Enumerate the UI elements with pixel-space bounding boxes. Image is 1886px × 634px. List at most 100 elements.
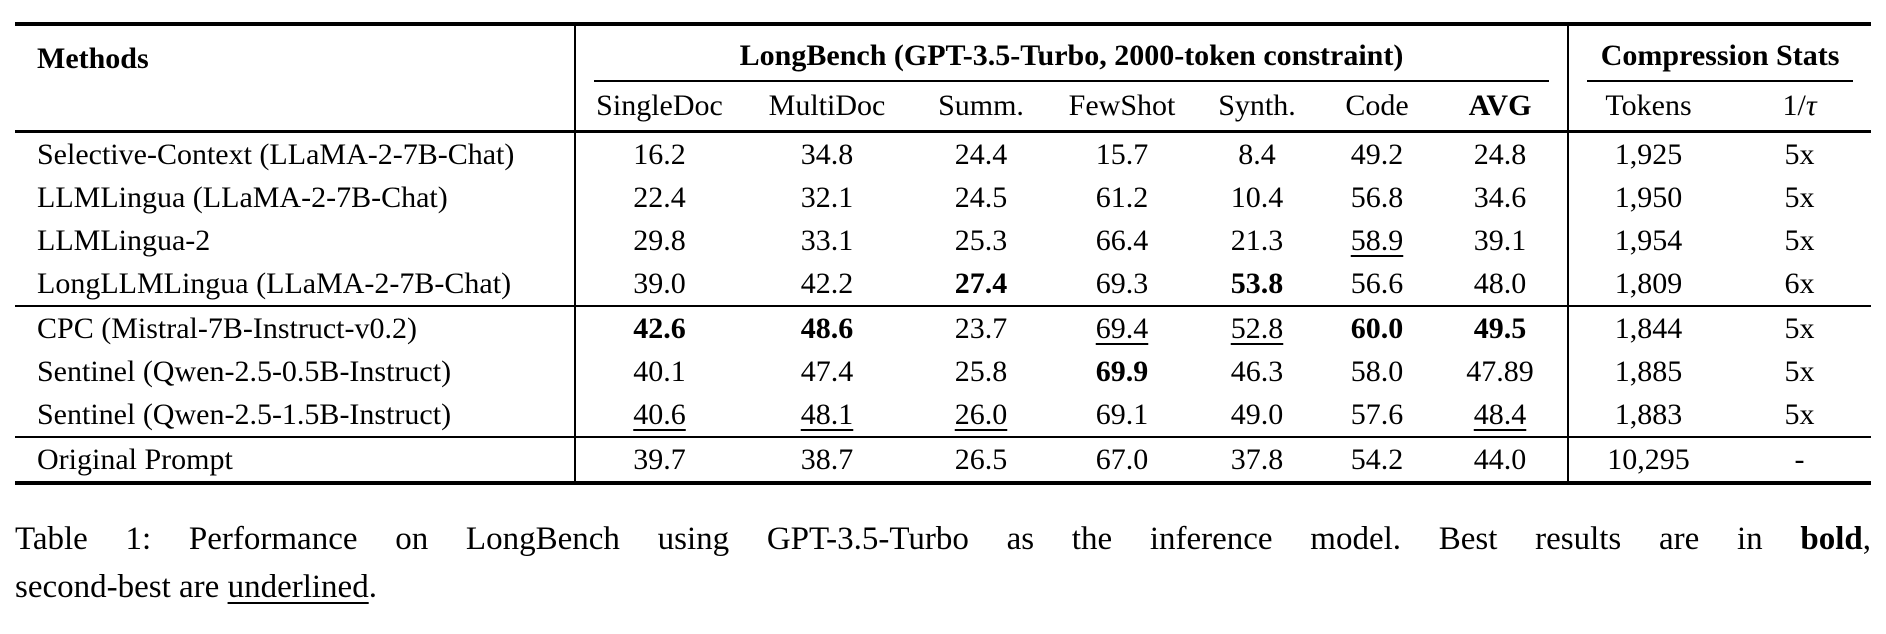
- method-cell: Sentinel (Qwen-2.5-1.5B-Instruct): [37, 397, 452, 431]
- cell-value: 23.7: [954, 311, 1008, 345]
- value-cell: 69.3: [1051, 262, 1193, 306]
- cell-value: 42.6: [633, 311, 686, 345]
- table-row: Sentinel (Qwen-2.5-1.5B-Instruct) 40.6 48.…: [15, 393, 1871, 437]
- caption-line-2: second-best are underlined.: [15, 565, 1871, 611]
- cell-value: 24.4: [954, 137, 1008, 171]
- cell-value: 8.4: [1238, 137, 1276, 171]
- cell-value: 1,883: [1614, 397, 1683, 431]
- cell-value: 47.89: [1466, 354, 1534, 388]
- value-cell: 1,809: [1567, 262, 1729, 306]
- cell-value: 22.4: [633, 180, 686, 214]
- value-cell: 33.1: [743, 219, 911, 262]
- cell-value: 34.8: [800, 137, 854, 171]
- cell-value: 40.6: [633, 397, 686, 431]
- caption-line-1: Table 1: Performance on LongBench using …: [15, 517, 1871, 563]
- cell-value: 10,295: [1607, 442, 1690, 476]
- value-cell: 39.7: [574, 436, 743, 483]
- value-cell: 48.1: [743, 393, 911, 437]
- cell-value: 48.4: [1473, 397, 1527, 431]
- table-row: Original Prompt 39.7 38.7 26.5 67.0 37.8 54.2 4…: [15, 436, 1872, 483]
- cell-value: 66.4: [1095, 223, 1149, 257]
- col-header-avg: AVG: [1433, 82, 1569, 133]
- cell-value: 69.1: [1095, 397, 1149, 431]
- cell-value: 58.0: [1350, 354, 1404, 388]
- cell-value: 61.2: [1095, 180, 1149, 214]
- cell-value: 25.8: [954, 354, 1008, 388]
- col-header-summ: Summ.: [911, 82, 1051, 133]
- value-cell: 5x: [1728, 350, 1871, 393]
- cell-value: 25.3: [954, 223, 1008, 257]
- cell-value: 60.0: [1350, 311, 1404, 345]
- cell-value: 1,809: [1614, 266, 1683, 300]
- cell-value: 1,950: [1614, 180, 1683, 214]
- cell-value: 5x: [1784, 137, 1815, 171]
- method-cell: LLMLingua-2: [37, 223, 211, 257]
- cell-value: 38.7: [800, 442, 854, 476]
- method-cell: Original Prompt: [15, 436, 575, 483]
- group-header-row: Methods LongBench (GPT-3.5-Turbo, 2000-t…: [15, 24, 1872, 133]
- cell-value: 56.8: [1350, 180, 1404, 214]
- value-cell: 10,295: [1567, 436, 1729, 483]
- value-cell: 47.4: [743, 350, 911, 393]
- value-cell: 46.3: [1193, 350, 1321, 393]
- cell-value: 21.3: [1230, 223, 1284, 257]
- cell-value: 15.7: [1095, 137, 1149, 171]
- table-caption: Table 1: Performance on LongBench using …: [15, 517, 1871, 610]
- cell-value: 46.3: [1230, 354, 1284, 388]
- cell-value: 29.8: [633, 223, 686, 257]
- cell-value: 69.3: [1095, 266, 1149, 300]
- value-cell: 66.4: [1051, 219, 1193, 262]
- cell-value: 53.8: [1230, 266, 1284, 300]
- cell-value: 56.6: [1350, 266, 1404, 300]
- value-cell: 48.4: [1433, 393, 1568, 437]
- cell-value: 24.5: [954, 180, 1008, 214]
- value-cell: 5x: [1728, 393, 1871, 437]
- value-cell: 44.0: [1433, 436, 1569, 483]
- cell-value: 49.2: [1350, 137, 1404, 171]
- value-cell: 1,885: [1567, 350, 1729, 393]
- col-header-multidoc: MultiDoc: [743, 82, 911, 133]
- value-cell: 22.4: [574, 176, 743, 219]
- table-row: LongLLMLingua (LLaMA-2-7B-Chat) 39.0 42.2 2…: [15, 262, 1871, 306]
- value-cell: 1,844: [1567, 305, 1729, 350]
- method-cell: Selective-Context (LLaMA-2-7B-Chat): [37, 137, 515, 171]
- cell-value: 39.1: [1473, 223, 1527, 257]
- cell-value: 5x: [1784, 354, 1815, 388]
- cell-value: 1,844: [1614, 311, 1683, 345]
- value-cell: 38.7: [743, 436, 911, 483]
- value-cell: 39.1: [1433, 219, 1568, 262]
- cell-value: 34.6: [1473, 180, 1527, 214]
- cell-value: 5x: [1784, 311, 1815, 345]
- cell-value: 5x: [1784, 397, 1815, 431]
- compression-group-label: Compression Stats: [1587, 29, 1854, 82]
- cell-value: 48.1: [800, 397, 854, 431]
- value-cell: 40.6: [574, 393, 743, 437]
- cell-value: 57.6: [1350, 397, 1404, 431]
- value-cell: 34.8: [743, 132, 911, 177]
- table-row: Selective-Context (LLaMA-2-7B-Chat) 16.2 3…: [15, 131, 1871, 177]
- longbench-group-label: LongBench (GPT-3.5-Turbo, 2000-token con…: [594, 29, 1550, 82]
- cell-value: 26.0: [954, 397, 1008, 431]
- value-cell: 25.3: [911, 219, 1051, 262]
- col-header-tokens: Tokens: [1567, 82, 1729, 133]
- caption-text: ,: [1862, 521, 1871, 557]
- longbench-group-header: LongBench (GPT-3.5-Turbo, 2000-token con…: [573, 24, 1569, 82]
- value-cell: 5x: [1728, 176, 1871, 219]
- value-cell: 56.8: [1321, 176, 1433, 219]
- col-header-fewshot: FewShot: [1051, 82, 1193, 133]
- value-cell: 48.0: [1433, 262, 1568, 306]
- caption-text: second-best are: [15, 568, 228, 605]
- value-cell: 1,950: [1567, 176, 1729, 219]
- value-cell: 25.8: [911, 350, 1051, 393]
- cell-value: 1,925: [1614, 137, 1683, 171]
- value-cell: 42.6: [574, 305, 743, 350]
- value-cell: 49.0: [1193, 393, 1321, 437]
- value-cell: 53.8: [1193, 262, 1321, 306]
- table-row: LLMLingua (LLaMA-2-7B-Chat) 22.4 32.1 24.5 6…: [15, 176, 1871, 219]
- value-cell: 57.6: [1321, 393, 1433, 437]
- value-cell: 16.2: [574, 131, 743, 176]
- value-cell: 54.2: [1321, 436, 1433, 483]
- value-cell: 48.6: [743, 305, 911, 350]
- cell-value: 37.8: [1230, 442, 1284, 476]
